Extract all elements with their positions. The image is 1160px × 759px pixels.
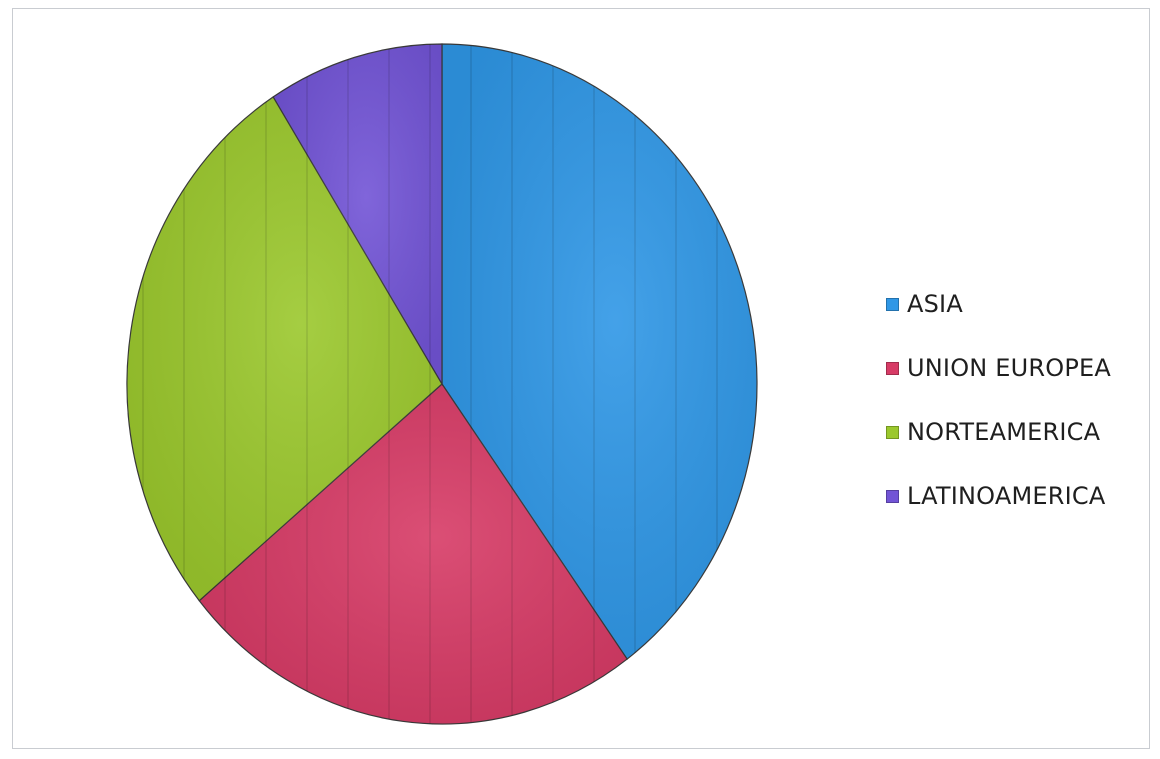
pie-slice-shading-norteamerica: [127, 96, 442, 601]
pie-slice-shading-latinoamerica: [273, 44, 442, 384]
legend-swatch-latinoamerica: [886, 489, 899, 503]
pie-slice-shading-union-europea: [199, 384, 628, 724]
legend-item-latinoamerica: LATINOAMERICA: [886, 464, 1156, 528]
pie-slice-shading-asia: [442, 44, 758, 660]
legend-swatch-norteamerica: [886, 425, 899, 439]
legend-label-asia: ASIA: [907, 290, 963, 318]
legend-label-union-europea: UNION EUROPEA: [907, 354, 1112, 382]
legend-item-norteamerica: NORTEAMERICA: [886, 400, 1156, 464]
legend-label-latinoamerica: LATINOAMERICA: [907, 482, 1106, 510]
legend-item-union-europea: UNION EUROPEA: [886, 336, 1156, 400]
legend-swatch-union-europea: [886, 361, 899, 375]
legend-swatch-asia: [886, 297, 899, 311]
legend-label-norteamerica: NORTEAMERICA: [907, 418, 1101, 446]
legend: ASIA UNION EUROPEA NORTEAMERICA LATINOAM…: [886, 272, 1156, 528]
legend-item-asia: ASIA: [886, 272, 1156, 336]
